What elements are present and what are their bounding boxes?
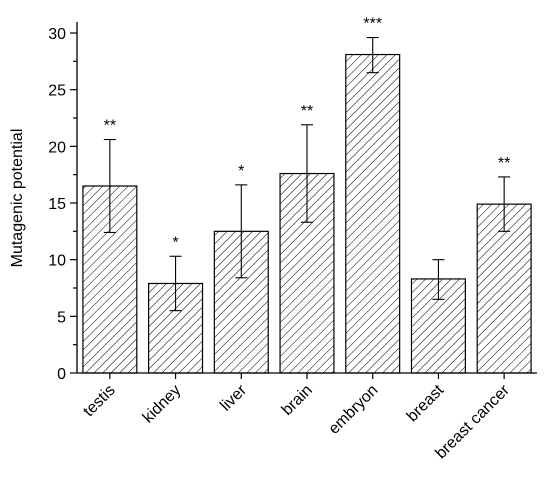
x-tick-label: breast (404, 381, 448, 425)
y-tick-label: 5 (57, 309, 66, 326)
significance-label: ** (104, 118, 116, 135)
significance-label: * (238, 163, 244, 180)
x-tick-labels: testis kidney liver brain embryon breastbreas… (80, 373, 513, 462)
y-ticks: 0 5 10 15 20 25 30 (48, 26, 77, 383)
y-tick-label: 15 (48, 196, 66, 213)
bars: *********** (82, 16, 532, 374)
x-tick-label: liver (217, 381, 250, 414)
significance-label: * (172, 234, 178, 251)
significance-label: ** (498, 155, 510, 172)
y-tick-label: 30 (48, 26, 66, 43)
y-tick-label: 10 (48, 253, 66, 270)
y-tick-label: 0 (57, 366, 66, 383)
x-tick-label: kidney (140, 382, 185, 427)
significance-label: ** (301, 103, 313, 120)
y-tick-label: 20 (48, 139, 66, 156)
bar-breast-cancer (476, 203, 532, 374)
y-tick-label: 25 (48, 83, 66, 100)
bar-embryon (345, 53, 401, 374)
x-tick-label: testis (80, 382, 118, 420)
significance-label: *** (363, 16, 382, 33)
x-tick-label: embryon (326, 382, 382, 438)
y-axis-label: Mutagenic potential (9, 129, 26, 268)
x-tick-label: brain (279, 382, 316, 419)
